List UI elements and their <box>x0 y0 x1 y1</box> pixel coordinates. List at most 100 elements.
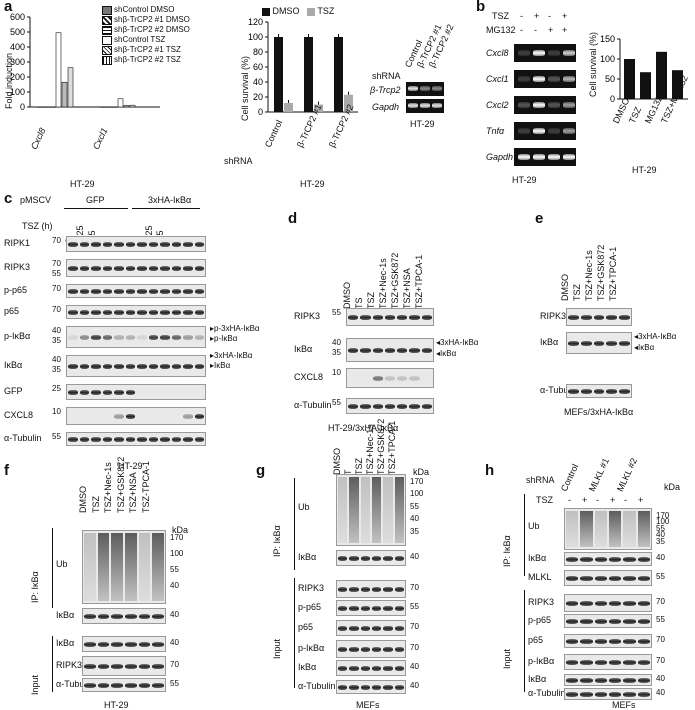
g-blot-2-band <box>394 586 404 592</box>
h-blot-3-band <box>637 600 650 606</box>
h-group-label: Control <box>558 462 581 493</box>
d-blot-1-band <box>397 347 408 353</box>
h-ub-blot <box>564 508 652 550</box>
c-blot-5-band <box>114 363 124 369</box>
h-tsz-label: TSZ <box>536 495 553 505</box>
g-blot-2-band <box>360 586 370 592</box>
h-row-label: RIPK3 <box>528 597 555 607</box>
panel-letter-c: c <box>4 190 13 207</box>
a1-bar <box>61 81 68 108</box>
a1-legend-swatch <box>102 26 112 35</box>
a2-legend-dmso: DMSO <box>272 6 300 16</box>
e-blot-1 <box>566 332 632 354</box>
f-blot-2-band <box>152 641 164 647</box>
f-row-label: IκBα <box>56 638 75 648</box>
e-blot-2-band <box>606 388 618 394</box>
f-cell-label: HT-29 <box>104 700 129 710</box>
g-blot-3-band <box>360 605 370 611</box>
g-blot-4-band <box>372 625 382 631</box>
h-blot-8-band <box>566 691 579 697</box>
c-blot-2-band <box>68 288 78 294</box>
g-mw-label: 70 <box>410 643 419 652</box>
f-blot-4-band <box>125 682 137 688</box>
panel-letter-h: h <box>485 462 495 479</box>
f-blot-2 <box>82 636 166 652</box>
c-blot-0-band <box>194 241 204 247</box>
g-ub-blot <box>336 474 406 546</box>
e-blot-1-band <box>619 340 630 346</box>
a1-legend-swatch <box>102 56 112 65</box>
a1-tick-label: 600 <box>10 12 25 22</box>
c-blot-4-band <box>91 334 101 340</box>
g-input-label: Input <box>272 638 282 659</box>
a3-gel-btrcp2 <box>406 82 444 96</box>
h-blot-6 <box>564 654 652 670</box>
a1-bar <box>55 32 62 108</box>
a1-tick-label: 500 <box>10 27 25 37</box>
c-blot-8-band <box>102 436 112 442</box>
g-blot-7-band <box>394 684 404 690</box>
h-mw-label: 40 <box>656 688 665 697</box>
g-blot-6-band <box>349 665 359 671</box>
h-blot-5-band <box>637 638 650 644</box>
c-row-label: GFP <box>4 386 23 396</box>
g-blot-1-band <box>360 555 370 561</box>
b2-tick-label: 50 <box>605 74 615 84</box>
c-row-label: RIPK1 <box>4 238 31 248</box>
c-blot-3-band <box>102 309 112 315</box>
c-gfp: GFP <box>86 195 105 205</box>
c-pmscv: pMSCV <box>20 195 52 205</box>
c-blot-2-band <box>171 288 181 294</box>
f-blot-3-band <box>97 663 110 669</box>
c-arrow-p-ha: ▸p-3xHA-IκBα <box>210 324 260 333</box>
f-blot-1-band <box>84 613 96 619</box>
b1-gel-band <box>563 76 575 82</box>
b1-gel-band <box>563 102 575 108</box>
f-blot-3-band <box>84 663 96 669</box>
c-blot-4-band <box>79 334 89 340</box>
e-blot-0-band <box>619 314 630 320</box>
c-blot-3-band <box>137 309 147 315</box>
c-blot-0-band <box>171 241 181 247</box>
c-blot-1-band <box>114 265 124 271</box>
f-kda: kDa <box>172 525 189 535</box>
h-kda: kDa <box>664 482 681 492</box>
c-mw-label: 35 <box>52 336 61 345</box>
f-ub-smear <box>84 533 96 601</box>
h-mw-label: 55 <box>656 615 665 624</box>
d-row-label: CXCL8 <box>294 372 324 382</box>
h-blot-8-band <box>594 691 607 697</box>
b2-bar <box>640 72 651 99</box>
a2-bar <box>334 37 343 112</box>
g-blot-2 <box>336 580 406 598</box>
h-blot-4-band <box>623 618 636 624</box>
f-lane-label: TSZ+GSK872 <box>115 456 126 513</box>
g-blot-2-band <box>338 586 348 592</box>
e-blot-2 <box>566 384 632 398</box>
d-blot-3-band <box>421 403 432 409</box>
f-blot-2-band <box>97 641 110 647</box>
d-blot-1-band <box>372 347 383 353</box>
fold-induction-chart: 0 100 200 300 400 500 600 <box>10 12 160 112</box>
d-mw-label: 40 <box>332 338 341 347</box>
c-mw-label: 70 <box>52 305 61 314</box>
d-blot-3-band <box>397 403 408 409</box>
h-blot-5-band <box>594 638 607 644</box>
g-blot-4-band <box>394 625 404 631</box>
h-group-label: MLKL #2 <box>614 456 640 493</box>
g-blot-1-band <box>394 555 404 561</box>
h-blot-3-band <box>623 600 636 606</box>
f-blot-4-band <box>97 682 110 688</box>
h-ub-mw: 170 <box>656 511 670 520</box>
g-blot-7-band <box>349 684 359 690</box>
c-blot-2-band <box>91 288 101 294</box>
d-blot-1-band <box>384 347 396 353</box>
h-blot-4-band <box>609 618 622 624</box>
c-mw-label: 55 <box>52 432 61 441</box>
e-blot-1-band <box>593 340 605 346</box>
g-row-label: IκBα <box>298 552 317 562</box>
a1-bar <box>43 106 50 108</box>
h-tsz-sign: - <box>624 495 627 505</box>
h-blot-2-band <box>594 575 607 581</box>
c-blot-0-band <box>137 241 147 247</box>
